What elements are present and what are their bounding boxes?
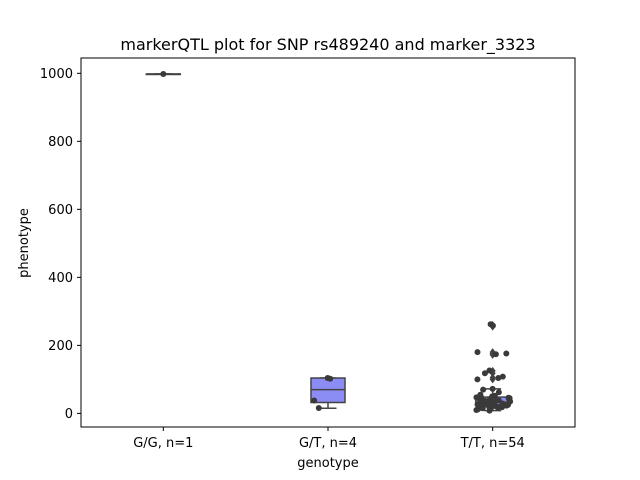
- plot-frame: [80, 57, 576, 428]
- point-2-3: [503, 350, 510, 357]
- point-1-2: [311, 397, 318, 404]
- point-2-8: [495, 375, 502, 382]
- y-tick-label-4: 800: [48, 135, 73, 150]
- x-tick-label-1: G/T, n=4: [299, 436, 357, 451]
- points-0: [160, 70, 167, 77]
- point-2-49: [479, 405, 486, 412]
- point-2-53: [486, 407, 493, 414]
- x-axis-label: genotype: [297, 456, 358, 471]
- box-1: [310, 377, 346, 410]
- point-2-9: [474, 376, 481, 383]
- point-1-1: [327, 375, 334, 382]
- plot-area: [145, 70, 514, 414]
- point-2-11: [480, 386, 487, 393]
- y-tick-label-5: 1000: [40, 67, 73, 82]
- point-2-5: [486, 367, 493, 374]
- outlier-2-1: [489, 373, 496, 382]
- point-2-47: [495, 404, 502, 411]
- points-1: [311, 375, 334, 411]
- point-2-12: [495, 389, 502, 396]
- y-tick-label-3: 600: [48, 203, 73, 218]
- y-axis: 0 200 400 600 800 1000: [40, 67, 81, 422]
- point-2-1: [489, 322, 496, 329]
- y-tick-label-1: 200: [48, 339, 73, 354]
- y-tick-label-0: 0: [65, 407, 73, 422]
- x-tick-label-0: G/G, n=1: [133, 436, 193, 451]
- points-2: [473, 321, 514, 414]
- point-2-4: [492, 351, 499, 358]
- point-2-2: [474, 349, 481, 356]
- point-2-41: [503, 402, 510, 409]
- x-tick-label-2: T/T, n=54: [460, 436, 525, 451]
- point-1-3: [315, 404, 322, 411]
- point-2-10: [489, 385, 496, 392]
- point-2-6: [481, 370, 488, 377]
- y-tick-label-2: 400: [48, 271, 73, 286]
- point-2-52: [473, 406, 480, 413]
- point-0-0: [160, 70, 167, 77]
- y-axis-label: phenotype: [17, 208, 32, 278]
- chart-title: markerQTL plot for SNP rs489240 and mark…: [120, 35, 535, 55]
- x-axis: G/G, n=1 G/T, n=4 T/T, n=54: [133, 427, 525, 451]
